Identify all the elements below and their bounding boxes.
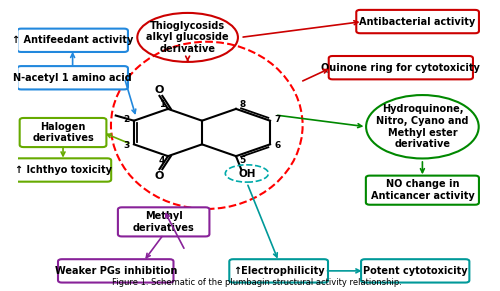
Text: Methyl
derivatives: Methyl derivatives: [133, 211, 194, 233]
Text: Halogen
derivatives: Halogen derivatives: [32, 122, 94, 143]
Text: ↑ Antifeedant activity: ↑ Antifeedant activity: [12, 35, 134, 45]
Text: ↑ Ichthyo toxicity: ↑ Ichthyo toxicity: [14, 165, 112, 175]
Text: Potent cytotoxicity: Potent cytotoxicity: [363, 266, 468, 276]
Text: O: O: [155, 171, 164, 180]
FancyBboxPatch shape: [15, 158, 111, 182]
FancyBboxPatch shape: [58, 259, 174, 283]
Text: Thioglycosids
alkyl glucoside
derivative: Thioglycosids alkyl glucoside derivative: [146, 21, 229, 54]
Text: 6: 6: [274, 141, 281, 150]
FancyBboxPatch shape: [361, 259, 470, 283]
Text: Figure 1. Schematic of the plumbagin structural activity relationship.: Figure 1. Schematic of the plumbagin str…: [112, 278, 402, 287]
Text: 7: 7: [274, 115, 281, 124]
Text: 2: 2: [123, 115, 130, 124]
Text: Antibacterial activity: Antibacterial activity: [360, 17, 476, 26]
FancyBboxPatch shape: [328, 56, 473, 79]
Text: 5: 5: [239, 156, 246, 165]
FancyBboxPatch shape: [356, 10, 479, 33]
FancyBboxPatch shape: [118, 207, 210, 236]
Text: O: O: [155, 85, 164, 95]
FancyBboxPatch shape: [18, 29, 128, 52]
FancyBboxPatch shape: [366, 176, 479, 205]
Text: Quinone ring for cytotoxicity: Quinone ring for cytotoxicity: [322, 63, 480, 73]
Text: 8: 8: [239, 100, 246, 109]
Text: Weaker PGs inhibition: Weaker PGs inhibition: [54, 266, 177, 276]
Text: 3: 3: [123, 141, 130, 150]
Text: 1: 1: [158, 100, 165, 109]
Text: OH: OH: [238, 169, 256, 179]
Text: Hydroquinone,
Nitro, Cyano and
Methyl ester
derivative: Hydroquinone, Nitro, Cyano and Methyl es…: [376, 104, 468, 149]
Text: NO change in
Anticancer activity: NO change in Anticancer activity: [370, 179, 474, 201]
Text: 4: 4: [158, 156, 165, 165]
Text: ↑Electrophilicity: ↑Electrophilicity: [233, 266, 324, 276]
Text: N-acetyl 1 amino acid: N-acetyl 1 amino acid: [13, 73, 132, 83]
FancyBboxPatch shape: [18, 66, 128, 89]
FancyBboxPatch shape: [230, 259, 328, 283]
FancyBboxPatch shape: [20, 118, 106, 147]
